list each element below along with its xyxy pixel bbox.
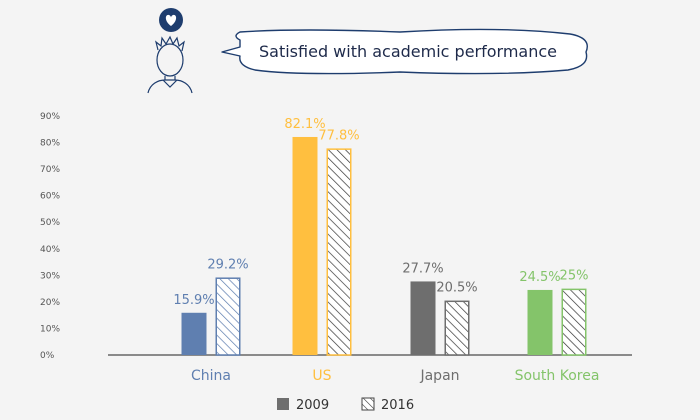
- bar-value-label: 24.5%: [519, 270, 560, 285]
- bar-japan-2009: [410, 281, 436, 355]
- bar-value-label: 29.2%: [207, 257, 248, 272]
- bar-value-label: 27.7%: [402, 261, 443, 276]
- legend: 2009 2016: [277, 397, 414, 413]
- bar-us-2009: [292, 136, 318, 355]
- bar-value-label: 77.8%: [318, 128, 359, 143]
- y-tick-label: 70%: [40, 165, 60, 175]
- heart-icon: [159, 8, 183, 32]
- bar-value-label: 25%: [560, 269, 589, 284]
- y-tick-label: 90%: [40, 112, 60, 122]
- bar-south-korea-2009: [527, 289, 553, 355]
- y-tick-label: 20%: [40, 298, 60, 308]
- legend-swatch-hatched: [361, 397, 375, 411]
- bar-value-label: 82.1%: [284, 117, 325, 132]
- legend-label-series-2: 2016: [381, 398, 414, 413]
- speech-bubble: Satisfied with academic performance: [221, 28, 588, 75]
- y-tick-label: 10%: [40, 324, 60, 334]
- y-tick-label: 40%: [40, 245, 60, 255]
- bar-china-2009: [181, 312, 207, 355]
- bar-us-2016: [326, 148, 352, 356]
- y-tick-label: 50%: [40, 218, 60, 228]
- x-category-label: US: [312, 368, 331, 384]
- bar-japan-2016: [444, 300, 470, 356]
- bar-value-label: 20.5%: [436, 281, 477, 296]
- y-axis: 0% 10% 20% 30% 40% 50% 60% 70% 80% 90%: [40, 112, 60, 361]
- bars-layer: 15.9% 29.2% China 82.1%77.8% US 27.7% 20.5% Jap…: [173, 117, 599, 384]
- x-category-label: China: [191, 368, 231, 384]
- y-tick-label: 60%: [40, 192, 60, 202]
- chart-title: Satisfied with academic performance: [259, 42, 557, 61]
- legend-swatch-solid: [277, 398, 289, 410]
- y-tick-label: 0%: [40, 351, 55, 361]
- header-illustration: Satisfied with academic performance: [147, 8, 588, 94]
- y-tick-label: 30%: [40, 271, 60, 281]
- legend-label-series-1: 2009: [296, 398, 329, 413]
- bar-value-label: 15.9%: [173, 293, 214, 308]
- student-avatar-icon: [147, 35, 193, 94]
- x-category-label: South Korea: [515, 368, 600, 384]
- x-category-label: Japan: [419, 368, 459, 384]
- bar-china-2016: [215, 277, 241, 356]
- y-tick-label: 80%: [40, 139, 60, 149]
- bar-south-korea-2016: [561, 288, 587, 356]
